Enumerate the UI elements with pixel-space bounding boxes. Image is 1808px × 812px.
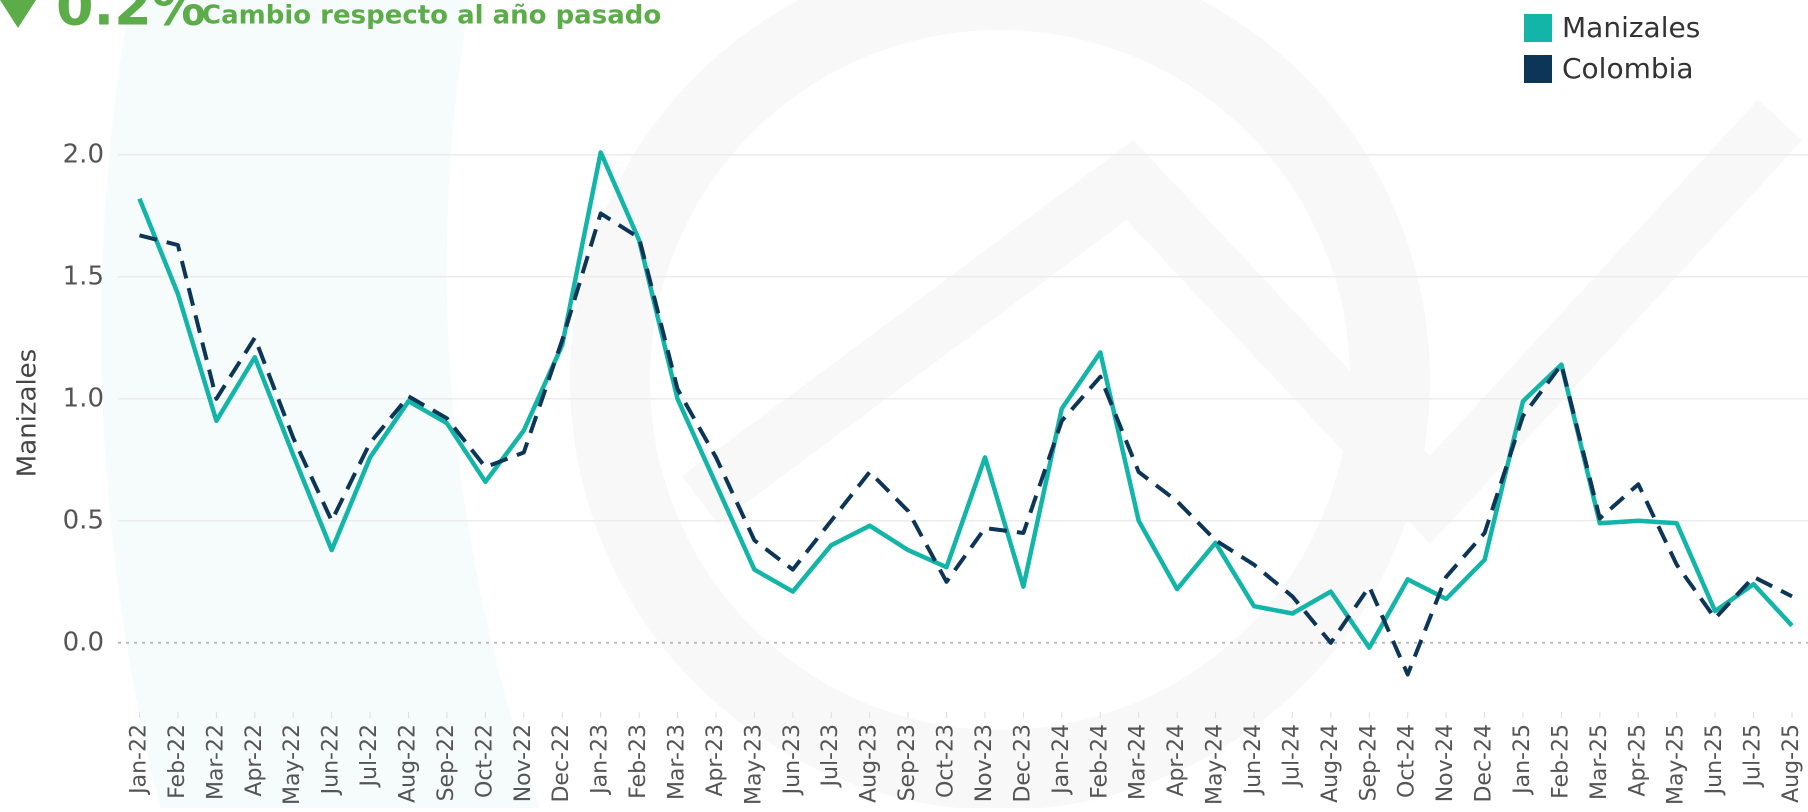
x-tick-label: Jan-25 <box>1510 724 1535 796</box>
y-tick-label: 1.0 <box>63 383 104 413</box>
x-tick-label: Jun-24 <box>1241 724 1266 796</box>
x-tick-label: Jun-22 <box>319 724 344 796</box>
x-tick-label: Apr-23 <box>703 724 728 797</box>
watermark-arc <box>101 0 541 808</box>
watermark <box>101 0 1803 810</box>
down-arrow <box>0 0 36 28</box>
legend-label: Colombia <box>1562 52 1694 85</box>
x-tick-label: Apr-24 <box>1164 724 1189 797</box>
x-tick-label: Sep-24 <box>1356 724 1381 801</box>
x-tick-label: Dec-22 <box>549 724 574 803</box>
x-tick-label: Mar-25 <box>1587 724 1612 800</box>
x-tick-label: Jan-23 <box>588 724 613 796</box>
x-tick-label: Sep-22 <box>434 724 459 801</box>
x-tick-label: Jul-22 <box>357 724 382 788</box>
x-tick-label: Mar-22 <box>203 724 228 800</box>
x-tick-label: Feb-25 <box>1548 724 1573 799</box>
x-tick-label: Jun-23 <box>780 724 805 796</box>
x-tick-label: Oct-24 <box>1395 724 1420 798</box>
x-tick-label: Mar-23 <box>665 724 690 800</box>
x-tick-label: Aug-22 <box>396 724 421 803</box>
legend-swatch <box>1524 55 1552 83</box>
x-tick-label: Feb-23 <box>626 724 651 799</box>
x-tick-label: Nov-24 <box>1433 724 1458 802</box>
x-tick-label: Jan-24 <box>1049 724 1074 796</box>
headline-value: 0.2% <box>56 0 206 38</box>
x-tick-label: May-22 <box>280 724 305 805</box>
x-tick-label: Dec-23 <box>1010 724 1035 803</box>
x-tick-label: Jul-25 <box>1741 724 1766 788</box>
y-tick-label: 0.0 <box>63 627 104 657</box>
y-axis-title: Manizales <box>13 349 43 477</box>
x-tick-label: Nov-22 <box>511 724 536 802</box>
x-tick-label: Feb-24 <box>1087 724 1112 799</box>
x-tick-label: Jul-23 <box>818 724 843 788</box>
headline-caption: Cambio respecto al año pasado <box>202 1 661 31</box>
legend-label: Manizales <box>1562 11 1700 44</box>
legend-swatch <box>1524 14 1552 42</box>
x-tick-label: Jun-25 <box>1702 724 1727 796</box>
series-line <box>139 211 1793 677</box>
x-tick-label: Nov-23 <box>972 724 997 802</box>
x-tick-label: Oct-22 <box>472 724 497 798</box>
y-tick-label: 0.5 <box>63 505 104 535</box>
y-tick-label: 2.0 <box>63 139 104 169</box>
x-tick-label: May-23 <box>741 724 766 805</box>
x-tick-label: Sep-23 <box>895 724 920 801</box>
watermark-line <box>682 99 1803 545</box>
x-tick-label: Aug-25 <box>1779 724 1804 803</box>
x-tick-label: Mar-24 <box>1126 724 1151 800</box>
x-tick-label: Oct-23 <box>934 724 959 798</box>
watermark-ring <box>570 0 1430 810</box>
x-tick-label: Jul-24 <box>1279 724 1304 788</box>
y-tick-label: 1.5 <box>63 261 104 291</box>
x-tick-label: May-25 <box>1664 724 1689 805</box>
x-tick-label: Dec-24 <box>1472 724 1497 803</box>
x-tick-label: Aug-24 <box>1318 724 1343 803</box>
x-tick-label: Apr-22 <box>242 724 267 797</box>
x-tick-label: Jan-22 <box>127 724 152 796</box>
x-tick-label: Apr-25 <box>1625 724 1650 797</box>
x-tick-label: Feb-22 <box>165 724 190 799</box>
x-tick-label: May-24 <box>1203 724 1228 805</box>
series-line <box>137 150 1794 650</box>
x-tick-label: Aug-23 <box>857 724 882 803</box>
